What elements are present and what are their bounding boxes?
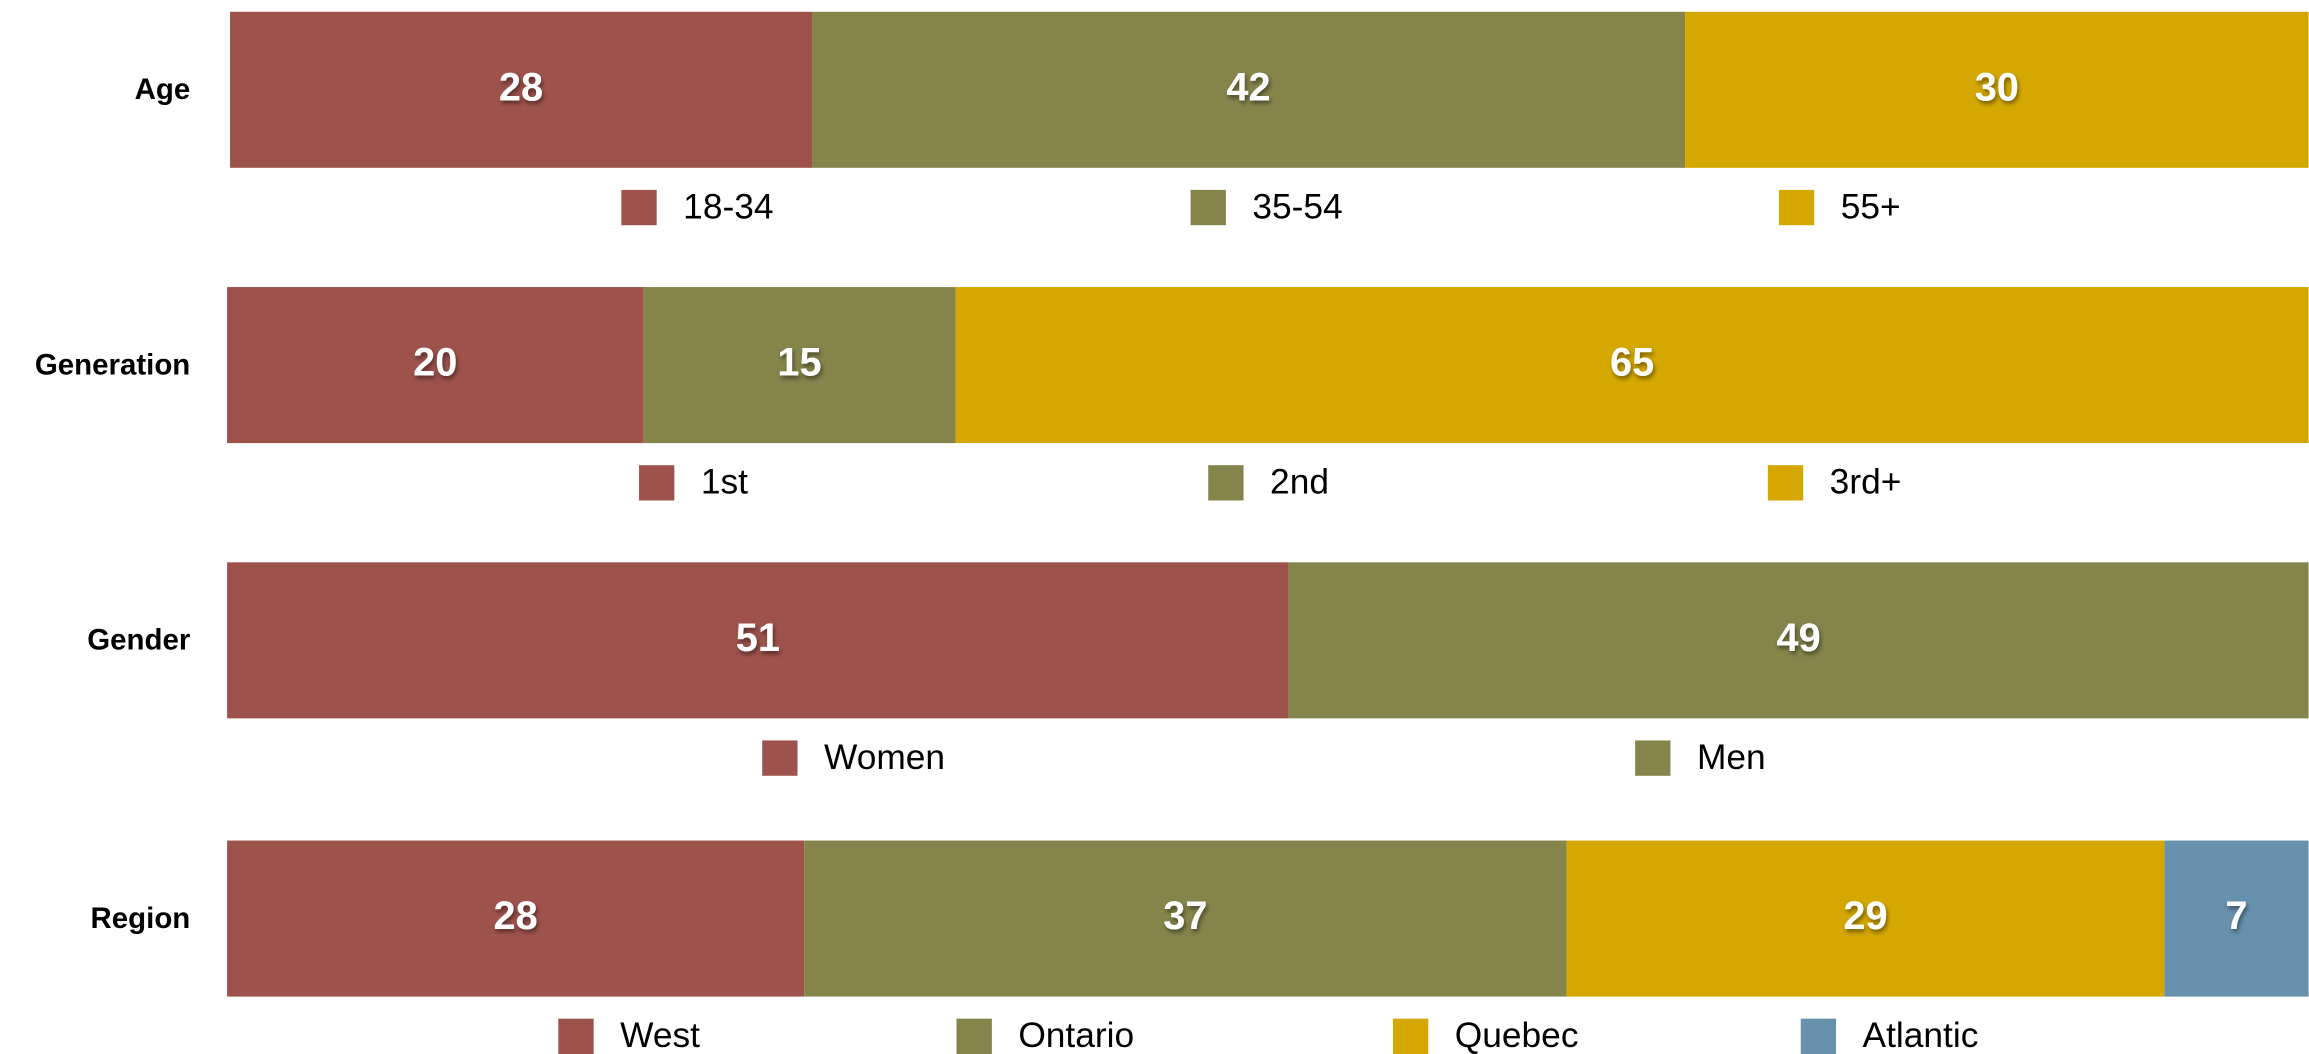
bar-segment: [812, 11, 1686, 168]
bar-segment: [1288, 562, 2309, 719]
legend-label: Women: [824, 738, 945, 777]
value-label: 28: [499, 65, 543, 109]
legend-label: 3rd+: [1830, 463, 1902, 502]
value-label: 42: [1226, 65, 1270, 109]
bar-segment: [955, 287, 2309, 444]
legend-swatch: [1778, 189, 1815, 226]
legend-swatch: [621, 189, 657, 226]
legend-swatch: [639, 465, 675, 501]
legend-label: Men: [1697, 738, 1766, 777]
bar-segment: [227, 287, 644, 444]
bar-segment: [804, 840, 1567, 997]
row-label: Generation: [35, 348, 190, 381]
value-label: 29: [1843, 894, 1887, 938]
legend-swatch: [1190, 189, 1226, 226]
legend-swatch: [1800, 1018, 1837, 1054]
bar-segment: [1566, 840, 2165, 997]
value-label: 37: [1163, 894, 1207, 938]
legend-label: Quebec: [1455, 1016, 1579, 1054]
value-label: 65: [1610, 341, 1654, 385]
legend-swatch: [1767, 465, 1804, 501]
legend-label: West: [620, 1016, 700, 1054]
legend-swatch: [1635, 740, 1671, 776]
bar-segment: [227, 840, 805, 997]
legend-swatch: [1392, 1018, 1429, 1054]
row-label: Gender: [87, 624, 191, 657]
legend-label: 55+: [1841, 187, 1901, 226]
bar-segment: [643, 287, 956, 444]
value-label: 7: [2225, 894, 2247, 938]
legend-swatch: [762, 740, 798, 776]
value-label: 49: [1777, 616, 1821, 660]
value-label: 51: [736, 616, 780, 660]
row-label: Region: [91, 902, 191, 935]
legend-label: 1st: [701, 463, 748, 502]
legend-label: Ontario: [1018, 1016, 1134, 1054]
legend-swatch: [1208, 465, 1244, 501]
value-label: 30: [1975, 65, 2019, 109]
row-label: Age: [135, 73, 191, 106]
legend-label: 18-34: [683, 187, 773, 226]
value-label: 28: [494, 894, 538, 938]
bar-segment: [227, 562, 1289, 719]
legend-label: 2nd: [1270, 463, 1329, 502]
value-label: 15: [777, 341, 821, 385]
legend-label: 35-54: [1252, 187, 1342, 226]
legend-label: Atlantic: [1863, 1016, 1979, 1054]
bar-segment: [1685, 11, 2309, 168]
legend-swatch: [956, 1018, 992, 1054]
bar-segment: [230, 11, 813, 168]
value-label: 20: [413, 341, 457, 385]
bar-segment: [2164, 840, 2309, 997]
legend-swatch: [558, 1018, 594, 1054]
